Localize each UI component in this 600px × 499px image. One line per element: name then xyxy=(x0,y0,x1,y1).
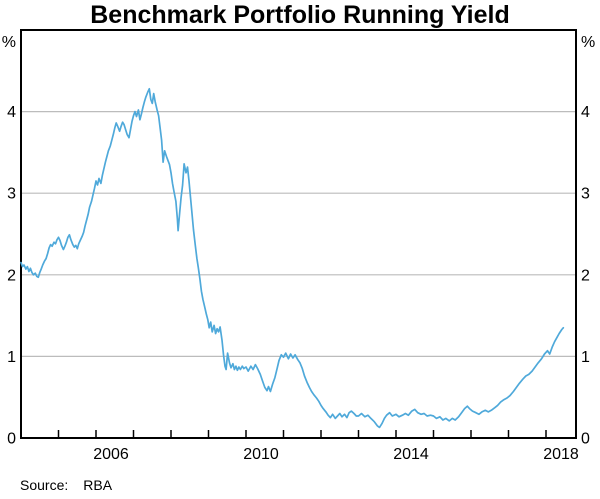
y-axis-tick-label-left: 1 xyxy=(7,349,16,366)
y-axis-tick-label-right: 0 xyxy=(581,431,590,448)
y-axis-tick-label-left: 0 xyxy=(7,431,16,448)
y-axis-tick-label-right: 4 xyxy=(581,104,590,121)
y-axis-tick-label-right: 3 xyxy=(581,186,590,203)
y-axis-tick-label-right: 2 xyxy=(581,267,590,284)
y-axis-tick-label-left: 3 xyxy=(7,186,16,203)
y-axis-unit-right: % xyxy=(581,34,595,51)
x-axis-tick-label: 2014 xyxy=(393,446,429,463)
y-axis-tick-label-left: 4 xyxy=(7,104,16,121)
source-note: Source: RBA xyxy=(20,477,112,493)
running-yield-line xyxy=(20,87,565,429)
plot-border xyxy=(20,29,577,439)
chart-title: Benchmark Portfolio Running Yield xyxy=(90,1,510,29)
source-label: Source: xyxy=(20,477,69,493)
source-value: RBA xyxy=(83,477,113,493)
x-axis-tick-label: 2018 xyxy=(543,446,579,463)
y-axis-unit-left: % xyxy=(2,34,16,51)
x-axis-tick-label: 2010 xyxy=(243,446,279,463)
y-axis-tick-label-left: 2 xyxy=(7,267,16,284)
y-axis-tick-label-right: 1 xyxy=(581,349,590,366)
x-axis-tick-label: 2006 xyxy=(93,446,129,463)
